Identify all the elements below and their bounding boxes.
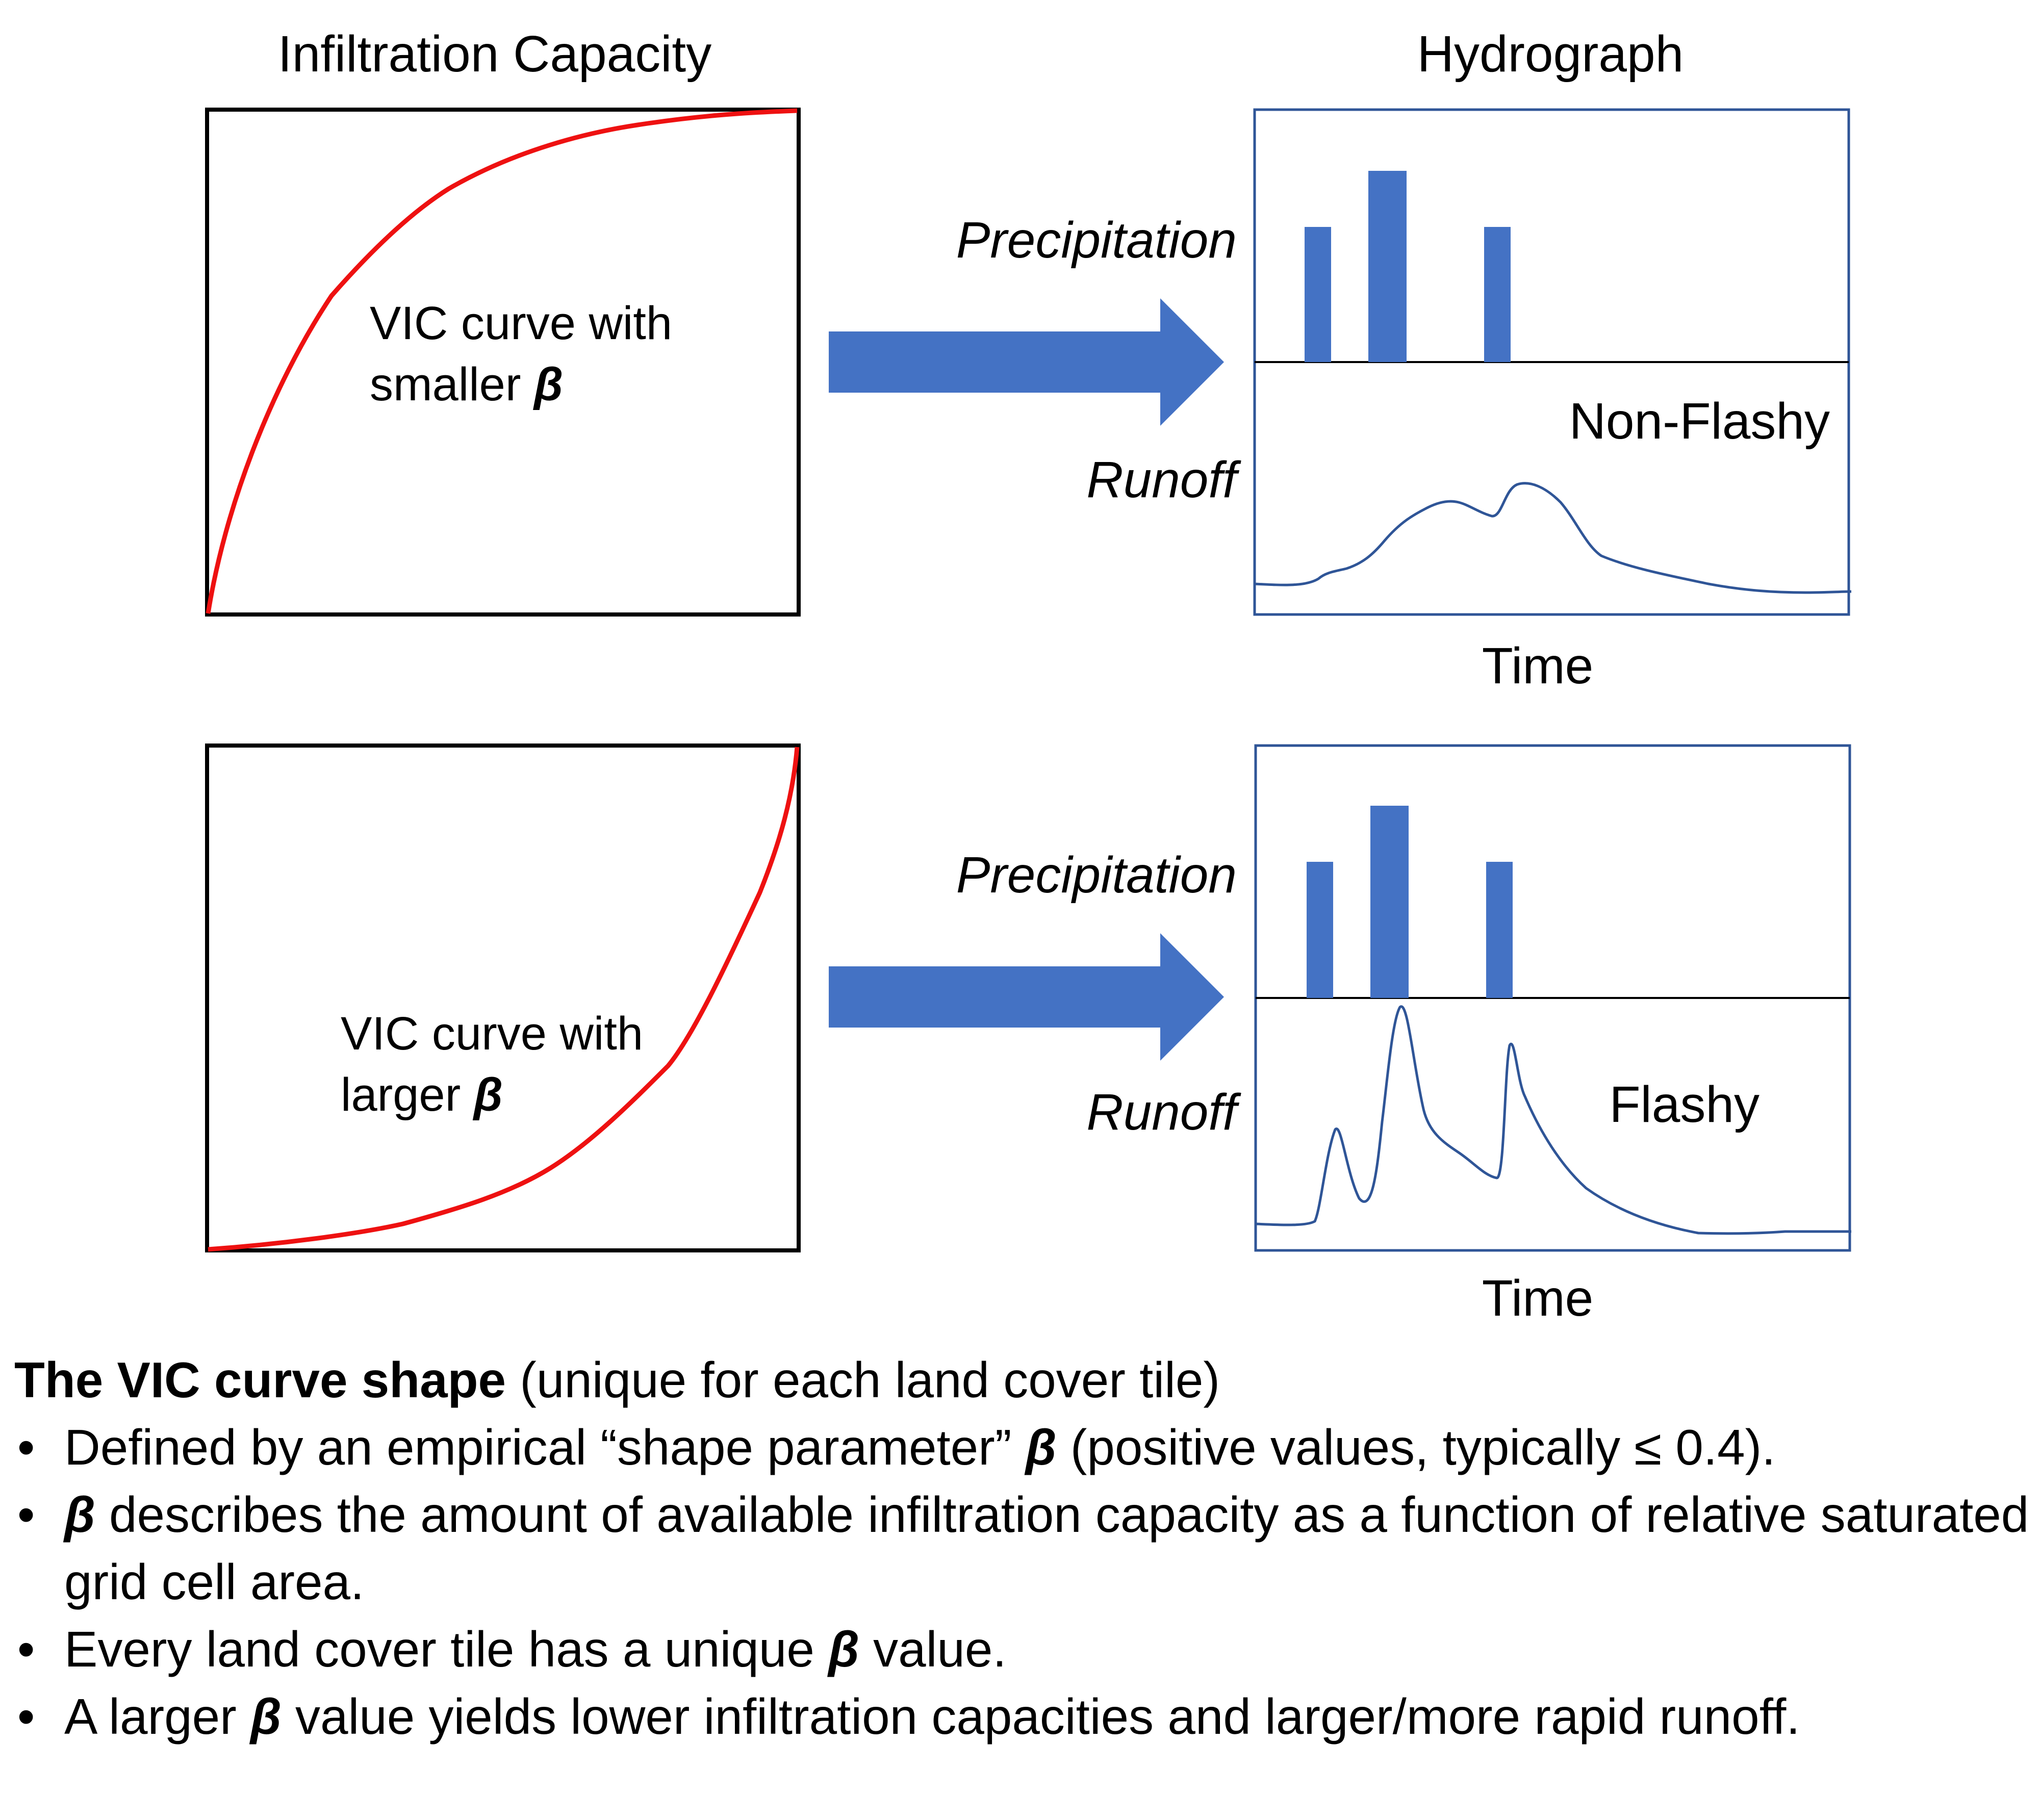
top-arrow — [829, 298, 1224, 426]
bottom-time-label: Time — [1482, 1270, 1594, 1327]
bullet-2-beta: β — [64, 1486, 95, 1543]
bullet-1-beta: β — [1025, 1419, 1057, 1475]
bullet-2-text: describes the amount of available infilt… — [64, 1486, 2029, 1610]
top-runoff-label: Runoff — [1086, 451, 1241, 508]
bullet-4-text-a: A larger — [64, 1688, 250, 1745]
larger-beta-curve — [208, 747, 800, 1252]
bullet-1-text-a: Defined by an empirical “shape parameter… — [64, 1419, 1026, 1475]
top-precipitation-label: Precipitation — [956, 212, 1237, 269]
top-time-label: Time — [1482, 637, 1594, 695]
bottom-precip-bar-2 — [1370, 806, 1409, 998]
bottom-curve-label-line2: larger β — [341, 1069, 503, 1121]
vic-curve-diagram: Infiltration Capacity Hydrograph VIC cur… — [205, 25, 1852, 1327]
bullet-3-text-b: value. — [859, 1621, 1007, 1677]
bottom-arrow — [829, 933, 1224, 1061]
notes-heading-bold: The VIC curve shape — [14, 1352, 506, 1408]
top-precip-bar-1 — [1305, 227, 1331, 362]
notes-heading-rest: (unique for each land cover tile) — [506, 1352, 1220, 1408]
bottom-infiltration-panel: VIC curve with larger β — [205, 744, 801, 1252]
bottom-curve-label-word: larger — [341, 1069, 461, 1121]
bullet-dot: • — [17, 1419, 35, 1475]
bullet-dot: • — [17, 1486, 35, 1543]
notes-heading: The VIC curve shape (unique for each lan… — [14, 1346, 2034, 1414]
bottom-precipitation-label: Precipitation — [956, 847, 1237, 904]
flashy-label: Flashy — [1609, 1076, 1760, 1133]
top-runoff-line — [1254, 482, 1852, 594]
bottom-beta-symbol: β — [473, 1069, 503, 1121]
top-infiltration-panel: VIC curve with smaller β — [205, 108, 801, 617]
infiltration-capacity-title: Infiltration Capacity — [278, 25, 711, 83]
smaller-beta-curve — [206, 108, 798, 614]
top-curve-label-word: smaller — [370, 358, 521, 411]
bullet-3-text-a: Every land cover tile has a unique — [64, 1621, 829, 1677]
top-curve-label-line2: smaller β — [370, 358, 563, 411]
notes-bullet-list: • Defined by an empirical “shape paramete… — [14, 1414, 2034, 1750]
top-beta-symbol: β — [533, 358, 563, 411]
bottom-runoff-label: Runoff — [1086, 1084, 1241, 1141]
bottom-infiltration-box — [205, 744, 801, 1252]
top-precip-bar-2 — [1368, 171, 1407, 362]
bottom-curve-label-line1: VIC curve with — [341, 1008, 643, 1060]
vic-notes: The VIC curve shape (unique for each lan… — [14, 1346, 2034, 1750]
bullet-1: • Defined by an empirical “shape paramete… — [14, 1414, 2034, 1481]
bullet-2: • β describes the amount of available inf… — [14, 1481, 2034, 1616]
bullet-4: • A larger β value yields lower infiltrat… — [14, 1683, 2034, 1750]
top-precip-bar-3 — [1484, 227, 1511, 362]
bullet-dot: • — [17, 1621, 35, 1677]
bottom-precip-bar-1 — [1307, 862, 1333, 998]
top-infiltration-box — [205, 108, 801, 617]
non-flashy-label: Non-Flashy — [1569, 393, 1830, 450]
bullet-4-text-b: value yields lower infiltration capaciti… — [281, 1688, 1800, 1745]
bullet-dot: • — [17, 1688, 35, 1745]
bullet-1-text-b: (positive values, typically ≤ 0.4). — [1056, 1419, 1776, 1475]
bullet-3: • Every land cover tile has a unique β va… — [14, 1616, 2034, 1683]
bullet-3-beta: β — [828, 1621, 859, 1677]
bullet-4-beta: β — [250, 1688, 282, 1745]
hydrograph-title: Hydrograph — [1417, 25, 1684, 83]
bottom-precip-bar-3 — [1486, 862, 1513, 998]
bottom-hydrograph-panel: Precipitation Runoff Flashy Time — [956, 744, 1851, 1327]
top-curve-label-line1: VIC curve with — [370, 297, 672, 349]
bottom-runoff-line — [1255, 1005, 1851, 1235]
top-hydrograph-panel: Precipitation Runoff Non-Flashy Time — [956, 108, 1852, 695]
